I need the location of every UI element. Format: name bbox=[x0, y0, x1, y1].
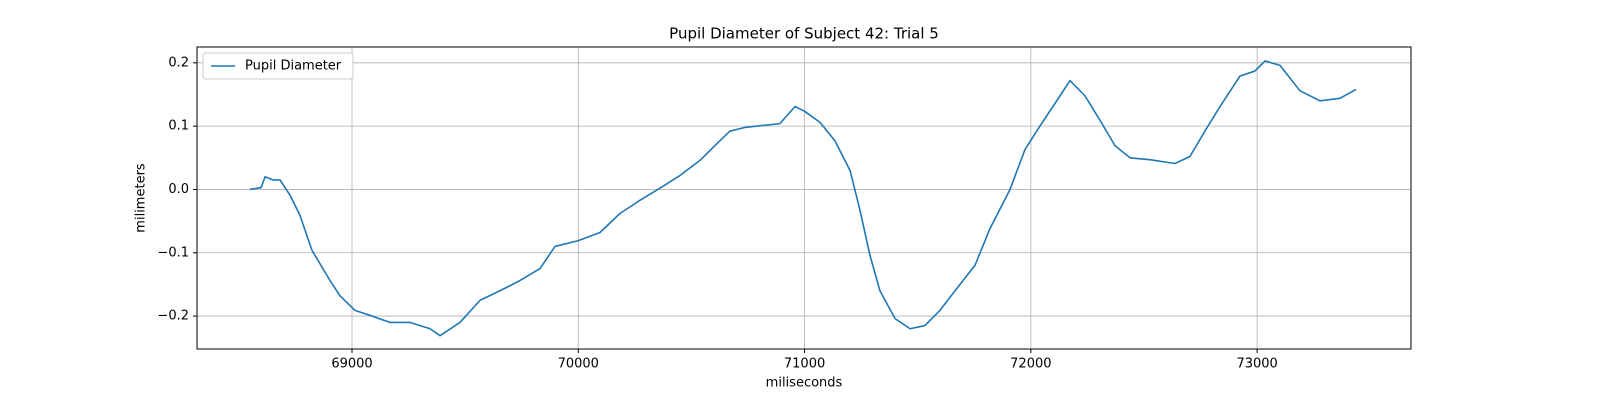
legend-label: Pupil Diameter bbox=[245, 59, 342, 74]
y-tick-label: 0.2 bbox=[168, 55, 189, 70]
y-tick-label: 0.1 bbox=[168, 119, 189, 134]
y-tick-label: −0.1 bbox=[157, 245, 189, 260]
x-axis-label: miliseconds bbox=[766, 376, 843, 391]
y-tick-label: 0.0 bbox=[168, 182, 189, 197]
x-tick-label: 73000 bbox=[1236, 357, 1277, 372]
y-axis-label: milimeters bbox=[134, 163, 149, 233]
legend-box bbox=[202, 52, 354, 80]
chart-title: Pupil Diameter of Subject 42: Trial 5 bbox=[669, 25, 939, 43]
x-tick-label: 69000 bbox=[331, 357, 372, 372]
plot-frame bbox=[196, 46, 1412, 350]
y-tick-label: −0.2 bbox=[157, 309, 189, 324]
x-tick-label: 72000 bbox=[1010, 357, 1051, 372]
data-line bbox=[249, 60, 1357, 337]
x-tick-label: 70000 bbox=[558, 357, 599, 372]
x-tick-label: 71000 bbox=[784, 357, 825, 372]
